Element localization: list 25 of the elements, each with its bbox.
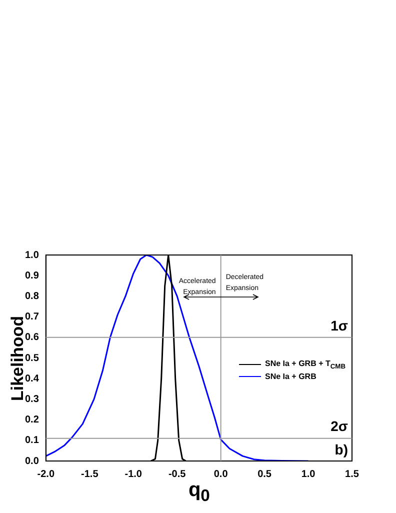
y-tick-label: 0.6 (24, 332, 40, 344)
x-tick-label: 0.5 (258, 468, 272, 480)
y-tick-label: 0.8 (24, 290, 40, 302)
y-tick-label: 1.0 (24, 250, 40, 261)
ref-line-label: 2σ (330, 418, 348, 434)
y-tick-label: 0.4 (24, 373, 40, 384)
x-tick-label: 1.5 (345, 468, 360, 480)
ref-line-label: 1σ (330, 317, 348, 334)
x-tick-label: -1.0 (124, 468, 142, 480)
y-tick-label: 0.0 (24, 456, 40, 467)
x-axis-title: q$_{0}$ (188, 479, 210, 506)
legend-label: SNe Ia + GRB + T$_{CMB}$ (265, 358, 346, 370)
x-tick-label: -1.5 (81, 468, 99, 480)
x-tick-label: -2.0 (37, 468, 55, 480)
annotation: b) (334, 442, 348, 458)
y-tick-label: 0.3 (24, 394, 40, 405)
y-tick-label: 0.9 (24, 270, 40, 282)
x-tick-label: 1.0 (301, 468, 316, 480)
y-tick-label: 0.7 (24, 312, 40, 323)
x-tick-label: 0.0 (214, 468, 228, 480)
y-tick-label: 0.1 (24, 435, 40, 446)
x-tick-label: -0.5 (168, 468, 186, 480)
y-tick-label: 0.2 (24, 414, 40, 426)
y-tick-label: 0.5 (24, 352, 40, 364)
legend-label: SNe Ia + GRB (265, 372, 316, 382)
